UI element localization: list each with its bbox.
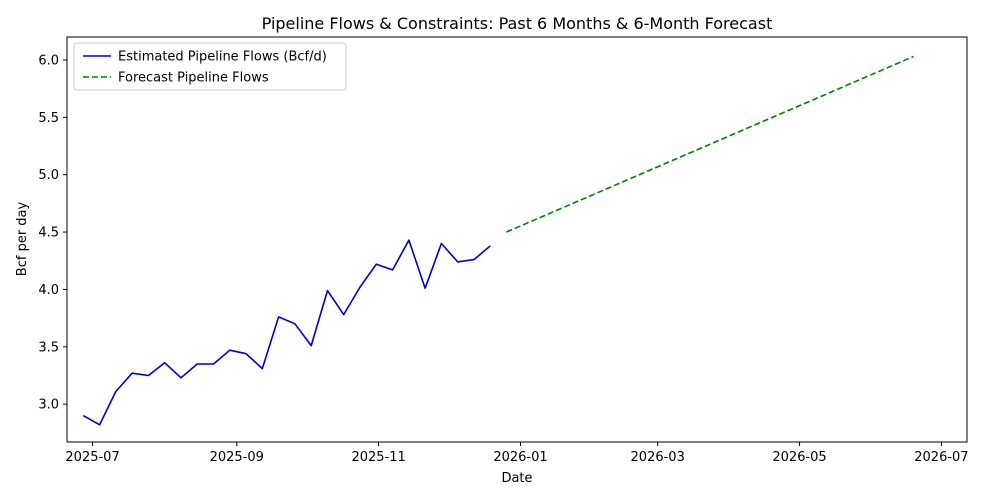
x-axis-label: Date xyxy=(501,471,532,486)
x-tick-label: 2025-11 xyxy=(351,450,405,465)
y-tick-label: 5.0 xyxy=(38,168,59,183)
legend-label-1: Estimated Pipeline Flows (Bcf/d) xyxy=(118,50,327,65)
y-tick-label: 3.5 xyxy=(38,340,59,355)
chart-title: Pipeline Flows & Constraints: Past 6 Mon… xyxy=(262,14,773,33)
plot-frame xyxy=(66,36,968,443)
x-tick-label: 2025-07 xyxy=(65,450,119,465)
x-tick-label: 2026-03 xyxy=(631,450,685,465)
legend-label-2: Forecast Pipeline Flows xyxy=(118,71,269,86)
y-tick-label: 3.0 xyxy=(38,398,59,413)
x-tick-label: 2026-01 xyxy=(493,450,547,465)
plot-area xyxy=(82,55,914,426)
x-tick-label: 2026-07 xyxy=(914,450,968,465)
series-line-2 xyxy=(506,55,914,233)
x-tick-label: 2026-05 xyxy=(772,450,826,465)
series-line-1 xyxy=(82,239,491,426)
y-axis-label: Bcf per day xyxy=(15,201,30,276)
y-tick-label: 5.5 xyxy=(38,111,59,126)
y-axis: 3.0 3.5 4.0 4.5 5.0 5.5 6.0 xyxy=(38,53,67,413)
y-tick-label: 4.0 xyxy=(38,283,59,298)
x-tick-label: 2025-09 xyxy=(210,450,264,465)
legend: Estimated Pipeline Flows (Bcf/d) Forecast… xyxy=(73,42,347,91)
legend-box xyxy=(73,42,347,91)
y-tick-label: 4.5 xyxy=(38,226,59,241)
y-tick-label: 6.0 xyxy=(38,53,59,68)
x-axis: 2025-07 2025-09 2025-11 2026-01 2026-03 2026-… xyxy=(65,442,969,465)
